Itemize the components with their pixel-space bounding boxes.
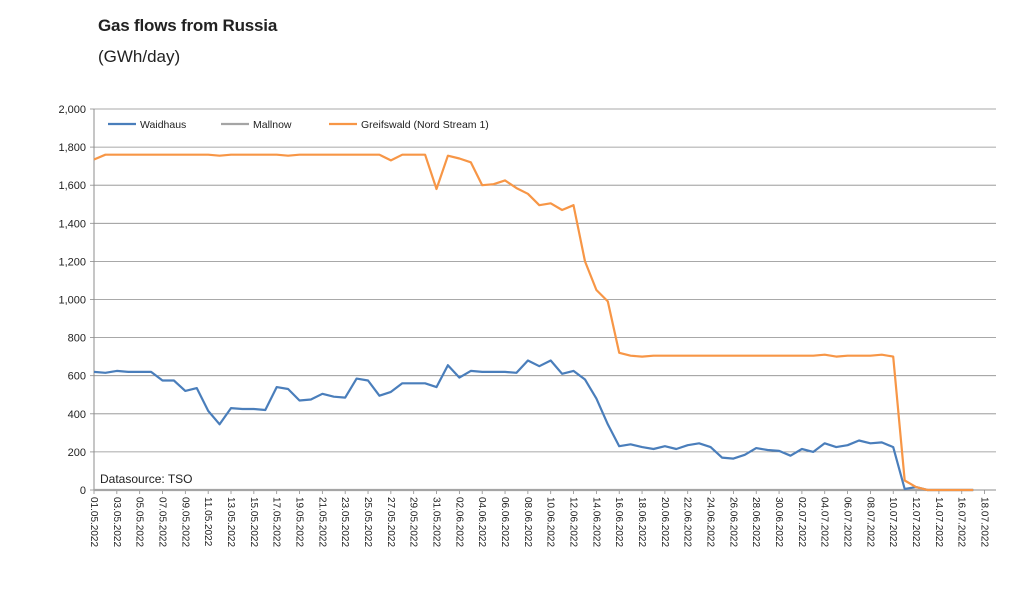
x-tick-label: 06.07.2022 bbox=[842, 497, 853, 547]
x-tick-label: 14.06.2022 bbox=[590, 497, 601, 547]
x-tick-label: 19.05.2022 bbox=[294, 497, 305, 547]
x-tick-label: 07.05.2022 bbox=[157, 497, 168, 547]
x-tick-label: 05.05.2022 bbox=[134, 497, 145, 547]
x-axis-ticks: 01.05.2022 03.05.2022 05.05.2022 07.05.2022… bbox=[88, 490, 990, 547]
x-tick-label: 28.06.2022 bbox=[750, 497, 761, 547]
x-tick-label: 08.07.2022 bbox=[864, 497, 875, 547]
series-line-0 bbox=[93, 359, 974, 492]
x-tick-label: 31.05.2022 bbox=[431, 497, 442, 547]
y-tick-label: 1,800 bbox=[58, 142, 86, 154]
x-tick-label: 06.06.2022 bbox=[499, 497, 510, 547]
x-tick-label: 12.06.2022 bbox=[568, 497, 579, 547]
legend-label: Waidhaus bbox=[140, 119, 186, 131]
x-tick-label: 16.07.2022 bbox=[956, 497, 967, 547]
y-tick-label: 1,600 bbox=[58, 180, 86, 192]
chart-subtitle: (GWh/day) bbox=[98, 47, 181, 66]
x-tick-label: 04.06.2022 bbox=[476, 497, 487, 547]
y-tick-label: 200 bbox=[68, 447, 86, 459]
x-tick-label: 01.05.2022 bbox=[88, 497, 99, 547]
legend-label: Mallnow bbox=[253, 119, 292, 131]
y-tick-label: 1,000 bbox=[58, 295, 86, 307]
y-tick-label: 600 bbox=[68, 371, 86, 383]
series-line-2 bbox=[93, 153, 974, 492]
y-tick-label: 0 bbox=[80, 485, 86, 497]
x-tick-label: 08.06.2022 bbox=[522, 497, 533, 547]
x-tick-label: 18.06.2022 bbox=[636, 497, 647, 547]
x-tick-label: 16.06.2022 bbox=[613, 497, 624, 547]
x-tick-label: 02.06.2022 bbox=[453, 497, 464, 547]
x-tick-label: 09.05.2022 bbox=[179, 497, 190, 547]
x-tick-label: 03.05.2022 bbox=[111, 497, 122, 547]
y-axis-ticks: 0 200 400 600 800 1,000 1,200 1,400 1,600 1,800 2,… bbox=[58, 104, 94, 497]
x-tick-label: 26.06.2022 bbox=[727, 497, 738, 547]
x-tick-label: 22.06.2022 bbox=[682, 497, 693, 547]
chart-title: Gas flows from Russia bbox=[98, 16, 278, 35]
x-tick-label: 18.07.2022 bbox=[979, 497, 990, 547]
x-tick-label: 02.07.2022 bbox=[796, 497, 807, 547]
legend: Waidhaus Mallnow Greifswald (Nord Stream 1… bbox=[108, 119, 489, 131]
y-tick-label: 1,400 bbox=[58, 218, 86, 230]
y-tick-label: 400 bbox=[68, 409, 86, 421]
x-tick-label: 10.06.2022 bbox=[545, 497, 556, 547]
y-tick-label: 2,000 bbox=[58, 104, 86, 116]
y-tick-label: 1,200 bbox=[58, 256, 86, 268]
x-tick-label: 25.05.2022 bbox=[362, 497, 373, 547]
x-tick-label: 10.07.2022 bbox=[887, 497, 898, 547]
x-tick-label: 13.05.2022 bbox=[225, 497, 236, 547]
datasource-note: Datasource: TSO bbox=[100, 472, 192, 486]
x-tick-label: 04.07.2022 bbox=[819, 497, 830, 547]
x-tick-label: 29.05.2022 bbox=[408, 497, 419, 547]
x-tick-label: 27.05.2022 bbox=[385, 497, 396, 547]
x-tick-label: 17.05.2022 bbox=[271, 497, 282, 547]
x-tick-label: 11.05.2022 bbox=[202, 497, 213, 547]
x-tick-label: 14.07.2022 bbox=[933, 497, 944, 547]
legend-label: Greifswald (Nord Stream 1) bbox=[361, 119, 489, 131]
x-tick-label: 30.06.2022 bbox=[773, 497, 784, 547]
x-tick-label: 21.05.2022 bbox=[316, 497, 327, 547]
y-tick-label: 800 bbox=[68, 333, 86, 345]
x-tick-label: 15.05.2022 bbox=[248, 497, 259, 547]
x-tick-label: 23.05.2022 bbox=[339, 497, 350, 547]
x-tick-label: 12.07.2022 bbox=[910, 497, 921, 547]
series-lines bbox=[93, 153, 974, 492]
grid-lines bbox=[94, 108, 996, 453]
x-tick-label: 20.06.2022 bbox=[659, 497, 670, 547]
x-tick-label: 24.06.2022 bbox=[705, 497, 716, 547]
